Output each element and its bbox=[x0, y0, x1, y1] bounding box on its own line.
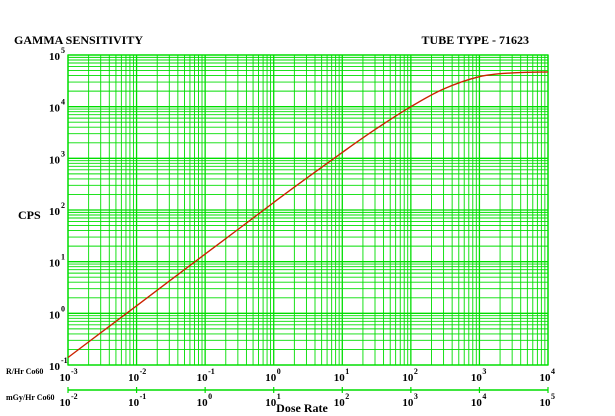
r-per-hr-tick-label: 101 bbox=[334, 367, 350, 384]
y-tick-label: 101 bbox=[49, 253, 65, 270]
r-per-hr-tick-label-exponent: 4 bbox=[551, 367, 555, 376]
y-tick-label-base: 10 bbox=[49, 309, 61, 321]
y-tick-label: 100 bbox=[49, 304, 65, 321]
mgy-per-hr-tick-label: 101 bbox=[265, 392, 281, 409]
mgy-per-hr-tick-label-exponent: 1 bbox=[277, 392, 281, 401]
mgy-per-hr-tick-label-exponent: 3 bbox=[414, 392, 418, 401]
y-tick-label-base: 10 bbox=[49, 258, 61, 270]
y-tick-label-exponent: 2 bbox=[61, 201, 65, 210]
mgy-per-hr-tick-label-exponent: -2 bbox=[71, 392, 78, 401]
mgy-per-hr-tick-label-base: 10 bbox=[402, 397, 414, 409]
y-tick-label: 105 bbox=[49, 46, 65, 63]
r-per-hr-tick-label-base: 10 bbox=[128, 372, 140, 384]
y-tick-label-base: 10 bbox=[49, 154, 61, 166]
r-per-hr-tick-label-base: 10 bbox=[540, 372, 552, 384]
mgy-per-hr-tick-label: 102 bbox=[334, 392, 350, 409]
r-per-hr-tick-label-exponent: 1 bbox=[345, 367, 349, 376]
r-per-hr-tick-label: 10-2 bbox=[128, 367, 146, 384]
y-tick-label-base: 10 bbox=[49, 206, 61, 218]
mgy-per-hr-tick-label-base: 10 bbox=[197, 397, 209, 409]
r-per-hr-tick-label: 100 bbox=[265, 367, 281, 384]
y-tick-label-base: 10 bbox=[49, 103, 61, 115]
y-tick-label: 104 bbox=[49, 98, 65, 115]
mgy-per-hr-tick-label-base: 10 bbox=[334, 397, 346, 409]
r-per-hr-tick-label-base: 10 bbox=[402, 372, 414, 384]
y-tick-label-exponent: 5 bbox=[61, 46, 65, 55]
r-per-hr-tick-label-exponent: 0 bbox=[277, 367, 281, 376]
mgy-per-hr-axis-label: mGy/Hr Co60 bbox=[6, 393, 55, 402]
r-per-hr-tick-label-exponent: -2 bbox=[140, 367, 147, 376]
r-per-hr-tick-label-base: 10 bbox=[197, 372, 209, 384]
y-axis-label: CPS bbox=[18, 208, 41, 222]
mgy-per-hr-tick-label: 100 bbox=[197, 392, 213, 409]
r-per-hr-tick-label-base: 10 bbox=[334, 372, 346, 384]
r-per-hr-tick-label-exponent: -1 bbox=[208, 367, 215, 376]
grid bbox=[67, 54, 549, 366]
mgy-per-hr-tick-label-exponent: 5 bbox=[551, 392, 555, 401]
r-per-hr-tick-label: 10-1 bbox=[197, 367, 215, 384]
mgy-per-hr-tick-label-base: 10 bbox=[60, 397, 72, 409]
y-tick-label: 10-1 bbox=[49, 356, 68, 373]
mgy-per-hr-tick-label-exponent: 0 bbox=[208, 392, 212, 401]
r-per-hr-tick-label-base: 10 bbox=[471, 372, 483, 384]
plot-frame bbox=[67, 54, 549, 366]
chart-title: GAMMA SENSITIVITY bbox=[14, 33, 143, 47]
mgy-per-hr-tick-label-base: 10 bbox=[128, 397, 140, 409]
mgy-per-hr-tick-label: 10-2 bbox=[60, 392, 78, 409]
mgy-per-hr-tick-label-base: 10 bbox=[540, 397, 552, 409]
r-per-hr-tick-label-exponent: 3 bbox=[482, 367, 486, 376]
r-per-hr-tick-label-base: 10 bbox=[265, 372, 277, 384]
y-tick-label-exponent: 4 bbox=[61, 98, 65, 107]
r-per-hr-tick-label: 103 bbox=[471, 367, 487, 384]
r-per-hr-tick-label: 102 bbox=[402, 367, 418, 384]
y-tick-label-exponent: 1 bbox=[61, 253, 65, 262]
mgy-per-hr-tick-label: 103 bbox=[402, 392, 418, 409]
mgy-per-hr-tick-label-exponent: -1 bbox=[140, 392, 147, 401]
y-tick-label: 102 bbox=[49, 201, 65, 218]
r-per-hr-tick-label-base: 10 bbox=[60, 372, 72, 384]
r-per-hr-tick-label-exponent: -3 bbox=[71, 367, 78, 376]
r-per-hr-tick-label: 104 bbox=[540, 367, 556, 384]
mgy-per-hr-tick-label: 105 bbox=[540, 392, 556, 409]
mgy-per-hr-tick-label: 10-1 bbox=[128, 392, 146, 409]
y-tick-label: 103 bbox=[49, 149, 65, 166]
sensitivity-curve bbox=[67, 71, 549, 359]
y-tick-label-exponent: -1 bbox=[61, 356, 68, 365]
chart-subtitle: TUBE TYPE - 71623 bbox=[422, 33, 529, 47]
r-per-hr-axis-label: R/Hr Co60 bbox=[6, 367, 43, 376]
y-tick-label-exponent: 0 bbox=[61, 304, 65, 313]
mgy-per-hr-tick-label: 104 bbox=[471, 392, 487, 409]
y-tick-label-exponent: 3 bbox=[61, 149, 65, 158]
r-per-hr-tick-label-exponent: 2 bbox=[414, 367, 418, 376]
x-axis-label: Dose Rate bbox=[276, 401, 328, 415]
r-per-hr-tick-label: 10-3 bbox=[60, 367, 78, 384]
mgy-per-hr-tick-label-exponent: 2 bbox=[345, 392, 349, 401]
mgy-per-hr-tick-label-base: 10 bbox=[471, 397, 483, 409]
mgy-per-hr-tick-label-exponent: 4 bbox=[482, 392, 486, 401]
mgy-per-hr-tick-label-base: 10 bbox=[265, 397, 277, 409]
y-tick-label-base: 10 bbox=[49, 361, 61, 373]
y-tick-label-base: 10 bbox=[49, 51, 61, 63]
